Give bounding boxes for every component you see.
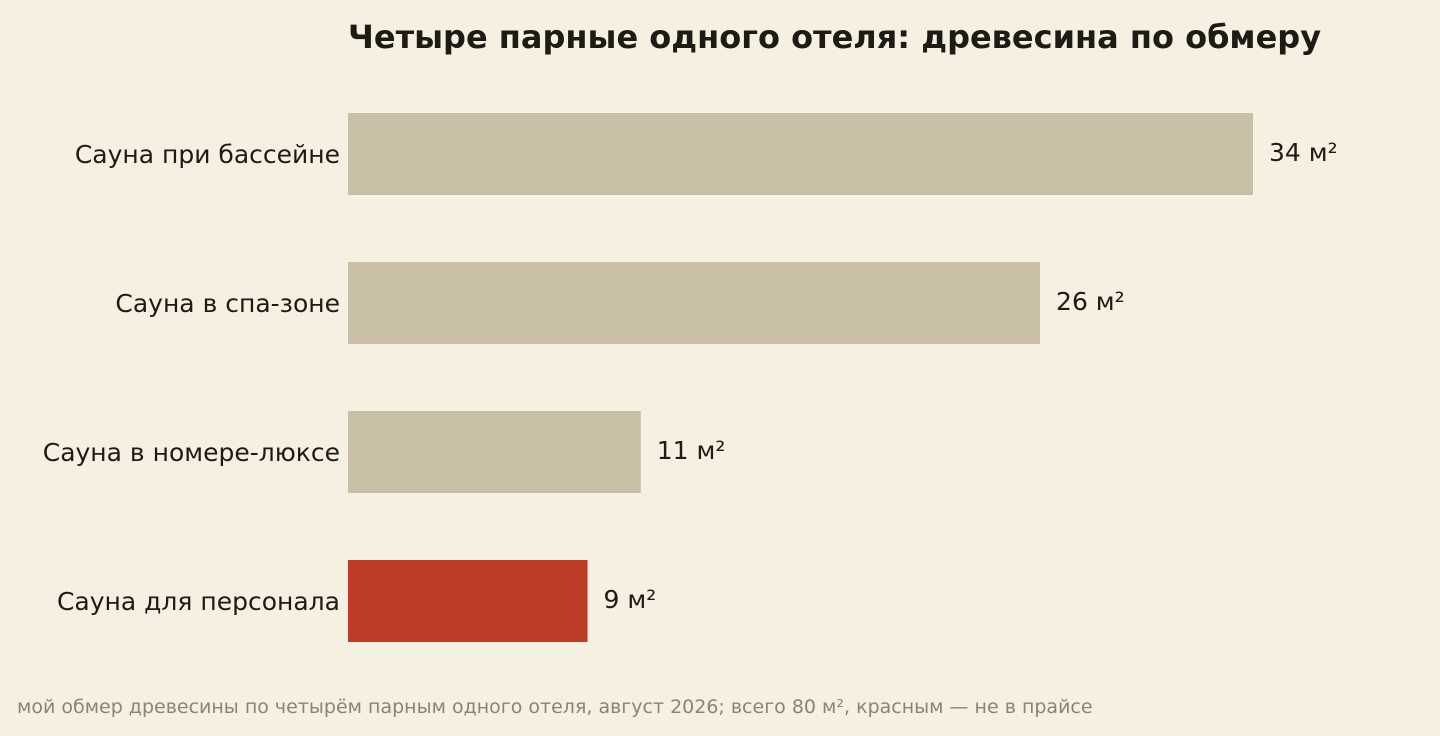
category-label-3: Сауна в номере-люксе bbox=[43, 438, 340, 467]
bar-1 bbox=[348, 113, 1253, 195]
category-label-4: Сауна для персонала bbox=[57, 587, 340, 616]
category-label-1: Сауна при бассейне bbox=[75, 140, 340, 169]
value-label-3: 11 м² bbox=[657, 436, 726, 465]
chart-title: Четыре парные одного отеля: древесина по… bbox=[348, 18, 1322, 56]
value-label-4: 9 м² bbox=[604, 585, 657, 614]
value-label-2: 26 м² bbox=[1056, 287, 1125, 316]
bar-2 bbox=[348, 262, 1041, 344]
bar-chart: Сауна при бассейне 34 м² Сауна в спа-зоне 2… bbox=[43, 113, 1338, 642]
chart-footnote: мой обмер древесины по четырём парным од… bbox=[17, 696, 1093, 718]
category-label-2: Сауна в спа-зоне bbox=[115, 289, 340, 318]
bar-4 bbox=[348, 560, 588, 642]
value-label-1: 34 м² bbox=[1269, 138, 1338, 167]
bar-3 bbox=[348, 411, 641, 493]
